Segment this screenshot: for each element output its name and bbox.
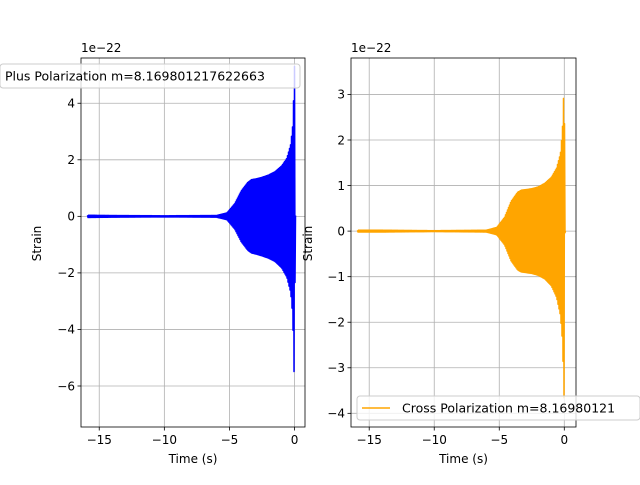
x-tick-label: −10	[152, 433, 177, 447]
x-tick-label: −15	[87, 433, 112, 447]
axes-frame	[350, 57, 577, 428]
y-tick-label: 4	[67, 97, 75, 111]
y-tick-label: −3	[327, 361, 345, 375]
x-tick-label: 0	[291, 433, 299, 447]
y-tick-label: −2	[57, 266, 75, 280]
series-line-1	[356, 97, 567, 399]
offset-text: 1e−22	[351, 41, 391, 55]
legend: Cross Polarization m=8.16980121	[356, 395, 640, 421]
legend-box	[0, 63, 301, 89]
y-tick-label: 3	[337, 88, 345, 102]
y-tick-label: 0	[67, 210, 75, 224]
x-tick-label: 0	[560, 433, 568, 447]
y-tick-label: −2	[327, 316, 345, 330]
y-axis-label: Strain	[30, 226, 44, 262]
x-tick-label: −10	[422, 433, 447, 447]
x-axis-label: Time (s)	[438, 452, 488, 466]
y-tick-label: 0	[337, 224, 345, 238]
y-axis-label: Strain	[301, 226, 315, 262]
y-tick-label: −4	[327, 407, 345, 421]
series-line-1	[86, 65, 297, 373]
axes-frame	[80, 57, 306, 428]
chart-panel-1: −15 −10 −5 0 −6 −4 −2 0 2 4 1e−22 Time (s) Strain Plu…	[0, 41, 306, 466]
y-tick-label: −6	[57, 379, 75, 393]
y-tick-label: −4	[57, 323, 75, 337]
y-tick-label: 2	[67, 153, 75, 167]
offset-text: 1e−22	[81, 41, 121, 55]
legend-label: Plus Polarization m=8.169801217622663	[5, 69, 265, 84]
x-tick-label: −15	[357, 433, 382, 447]
legend-box	[356, 395, 640, 421]
y-tick-label: −1	[327, 270, 345, 284]
y-tick-label: 1	[337, 179, 345, 193]
legend-label: Cross Polarization m=8.16980121	[402, 401, 615, 416]
x-tick-label: −5	[221, 433, 239, 447]
legend: Plus Polarization m=8.169801217622663	[0, 63, 301, 89]
x-tick-label: −5	[490, 433, 508, 447]
x-axis-label: Time (s)	[168, 452, 218, 466]
y-tick-label: 2	[337, 133, 345, 147]
